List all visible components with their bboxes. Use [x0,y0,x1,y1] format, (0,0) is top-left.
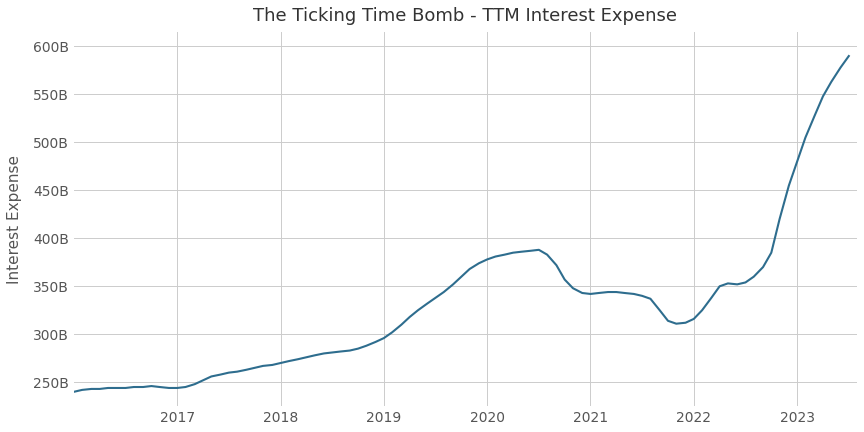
Y-axis label: Interest Expense: Interest Expense [7,155,22,284]
Title: The Ticking Time Bomb - TTM Interest Expense: The Ticking Time Bomb - TTM Interest Exp… [253,7,677,25]
